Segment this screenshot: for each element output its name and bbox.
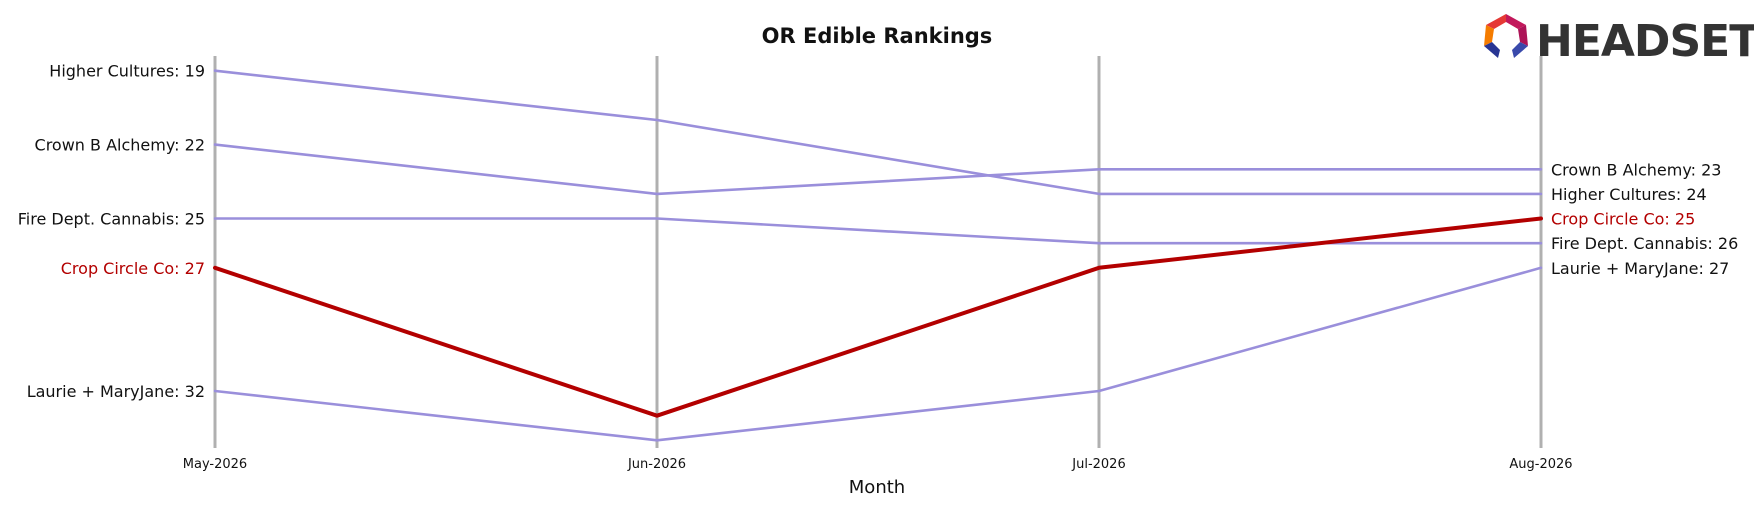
series-labels: Higher Cultures: 19 Higher Cultures: 24 Cr…	[18, 62, 1739, 401]
headset-logo: HEADSET	[1484, 14, 1754, 67]
logo-text: HEADSET	[1536, 16, 1754, 67]
series-end-label: Laurie + MaryJane: 27	[1551, 259, 1729, 278]
month-axes	[213, 56, 1543, 448]
series-start-label: Fire Dept. Cannabis: 25	[18, 210, 205, 229]
series-line	[213, 69, 1543, 196]
chart-title: OR Edible Rankings	[762, 24, 993, 48]
series-line	[213, 266, 1543, 442]
x-tick-labels: May-2026 Jun-2026 Jul-2026 Aug-2026	[183, 457, 1573, 472]
series-start-label: Higher Cultures: 19	[49, 62, 205, 81]
series-line	[213, 143, 1543, 196]
series-lines	[213, 69, 1543, 442]
series-end-label: Crop Circle Co: 25	[1551, 210, 1695, 229]
series-start-label: Laurie + MaryJane: 32	[27, 382, 205, 401]
series-start-label: Crown B Alchemy: 22	[35, 136, 205, 155]
x-tick-label: Jul-2026	[1071, 457, 1125, 472]
series-end-label: Crown B Alchemy: 23	[1551, 160, 1721, 179]
headset-logo-icon	[1484, 14, 1528, 58]
x-tick-label: Jun-2026	[627, 457, 686, 472]
series-line	[213, 216, 1543, 418]
series-end-label: Higher Cultures: 24	[1551, 185, 1707, 204]
series-end-label: Fire Dept. Cannabis: 26	[1551, 234, 1738, 253]
x-axis-label: Month	[849, 477, 905, 498]
x-tick-label: Aug-2026	[1509, 457, 1572, 472]
x-tick-label: May-2026	[183, 457, 247, 472]
series-start-label: Crop Circle Co: 27	[61, 259, 205, 278]
